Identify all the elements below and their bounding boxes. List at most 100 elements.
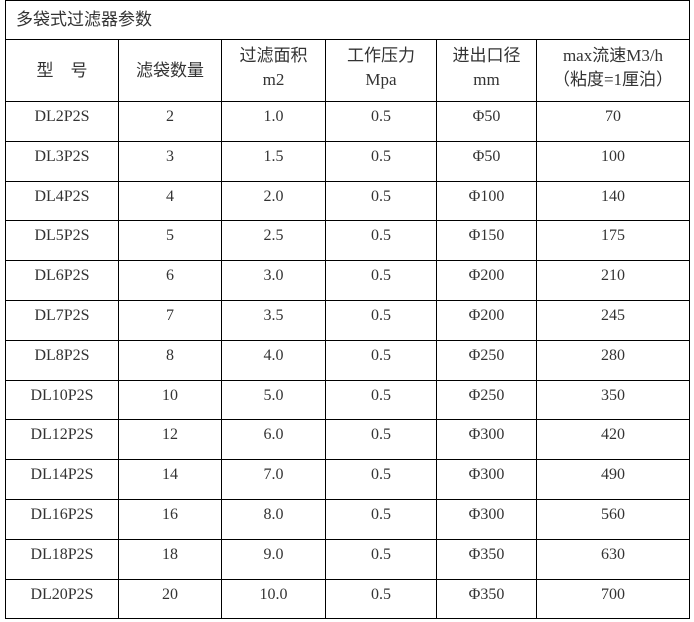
cell-filter-area: 2.0 — [221, 180, 326, 222]
header-label: 滤袋数量 — [136, 60, 204, 80]
cell-max-flow: 700 — [536, 578, 690, 620]
cell-model: DL14P2S — [5, 459, 119, 500]
cell-max-flow: 630 — [536, 538, 690, 580]
cell-model: DL6P2S — [5, 260, 119, 301]
header-working-pressure: 工作压力 Mpa — [325, 39, 437, 102]
table-row: DL7P2S 7 3.5 0.5 Φ200 245 — [5, 299, 690, 341]
cell-port-diameter: Φ150 — [436, 220, 537, 262]
header-port-diameter: 进出口径 mm — [436, 39, 537, 102]
cell-working-pressure: 0.5 — [325, 220, 437, 262]
cell-filter-area: 3.0 — [221, 260, 326, 301]
cell-port-diameter: Φ200 — [436, 260, 537, 301]
cell-filter-area: 2.5 — [221, 220, 326, 262]
cell-max-flow: 420 — [536, 419, 690, 461]
header-model: 型 号 — [5, 39, 119, 102]
cell-model: DL8P2S — [5, 339, 119, 381]
cell-bag-count: 2 — [118, 101, 222, 142]
cell-model: DL3P2S — [5, 140, 119, 182]
header-max-flow: max流速M3/h （粘度=1厘泊） — [536, 39, 690, 102]
table-row: DL16P2S 16 8.0 0.5 Φ300 560 — [5, 498, 690, 540]
cell-filter-area: 1.0 — [221, 101, 326, 142]
cell-working-pressure: 0.5 — [325, 578, 437, 620]
cell-port-diameter: Φ350 — [436, 538, 537, 580]
cell-model: DL10P2S — [5, 379, 119, 421]
header-label: 型 号 — [36, 60, 88, 80]
table-row: DL4P2S 4 2.0 0.5 Φ100 140 — [5, 180, 690, 222]
cell-working-pressure: 0.5 — [325, 260, 437, 301]
cell-max-flow: 100 — [536, 140, 690, 182]
table-row: DL18P2S 18 9.0 0.5 Φ350 630 — [5, 538, 690, 580]
cell-filter-area: 10.0 — [221, 578, 326, 620]
cell-port-diameter: Φ300 — [436, 459, 537, 500]
cell-bag-count: 5 — [118, 220, 222, 262]
header-label: max流速M3/h — [562, 46, 664, 65]
cell-max-flow: 350 — [536, 379, 690, 421]
cell-filter-area: 8.0 — [221, 498, 326, 540]
cell-working-pressure: 0.5 — [325, 180, 437, 222]
header-unit: m2 — [262, 70, 285, 89]
cell-model: DL7P2S — [5, 299, 119, 341]
cell-port-diameter: Φ200 — [436, 299, 537, 341]
header-label: 进出口径 — [452, 46, 521, 65]
table-row: DL12P2S 12 6.0 0.5 Φ300 420 — [5, 419, 690, 461]
table-row: DL6P2S 6 3.0 0.5 Φ200 210 — [5, 260, 690, 301]
filter-parameters-table: 多袋式过滤器参数 型 号 滤袋数量 过滤面积 m2 工作压力 Mpa 进出口径 mm max流速… — [5, 0, 690, 620]
cell-bag-count: 18 — [118, 538, 222, 580]
table-row: DL5P2S 5 2.5 0.5 Φ150 175 — [5, 220, 690, 262]
cell-port-diameter: Φ350 — [436, 578, 537, 620]
cell-max-flow: 245 — [536, 299, 690, 341]
cell-filter-area: 9.0 — [221, 538, 326, 580]
cell-working-pressure: 0.5 — [325, 498, 437, 540]
table-row: DL2P2S 2 1.0 0.5 Φ50 70 — [5, 101, 690, 142]
cell-model: DL5P2S — [5, 220, 119, 262]
cell-port-diameter: Φ250 — [436, 379, 537, 421]
cell-model: DL12P2S — [5, 419, 119, 461]
cell-port-diameter: Φ50 — [436, 140, 537, 182]
cell-max-flow: 140 — [536, 180, 690, 222]
cell-working-pressure: 0.5 — [325, 101, 437, 142]
header-unit: Mpa — [365, 70, 397, 89]
cell-filter-area: 5.0 — [221, 379, 326, 421]
table-row: DL10P2S 10 5.0 0.5 Φ250 350 — [5, 379, 690, 421]
cell-bag-count: 14 — [118, 459, 222, 500]
cell-bag-count: 8 — [118, 339, 222, 381]
cell-filter-area: 4.0 — [221, 339, 326, 381]
cell-max-flow: 280 — [536, 339, 690, 381]
table-row: DL3P2S 3 1.5 0.5 Φ50 100 — [5, 140, 690, 182]
table-row: DL14P2S 14 7.0 0.5 Φ300 490 — [5, 459, 690, 500]
cell-bag-count: 10 — [118, 379, 222, 421]
cell-max-flow: 70 — [536, 101, 690, 142]
table-row: DL20P2S 20 10.0 0.5 Φ350 700 — [5, 578, 690, 620]
cell-model: DL16P2S — [5, 498, 119, 540]
cell-max-flow: 490 — [536, 459, 690, 500]
header-label: 过滤面积 — [239, 46, 308, 65]
header-unit: mm — [473, 70, 500, 89]
cell-port-diameter: Φ300 — [436, 498, 537, 540]
cell-max-flow: 560 — [536, 498, 690, 540]
cell-working-pressure: 0.5 — [325, 419, 437, 461]
cell-max-flow: 210 — [536, 260, 690, 301]
cell-model: DL18P2S — [5, 538, 119, 580]
cell-bag-count: 20 — [118, 578, 222, 620]
cell-bag-count: 12 — [118, 419, 222, 461]
cell-model: DL2P2S — [5, 101, 119, 142]
table-title: 多袋式过滤器参数 — [5, 0, 690, 40]
cell-bag-count: 16 — [118, 498, 222, 540]
cell-filter-area: 1.5 — [221, 140, 326, 182]
title-row: 多袋式过滤器参数 — [5, 0, 690, 40]
header-filter-area: 过滤面积 m2 — [221, 39, 326, 102]
cell-port-diameter: Φ100 — [436, 180, 537, 222]
header-row: 型 号 滤袋数量 过滤面积 m2 工作压力 Mpa 进出口径 mm max流速M3/h （粘度=1… — [5, 39, 690, 102]
table-row: DL8P2S 8 4.0 0.5 Φ250 280 — [5, 339, 690, 381]
header-label: 工作压力 — [347, 46, 415, 65]
cell-working-pressure: 0.5 — [325, 459, 437, 500]
cell-working-pressure: 0.5 — [325, 299, 437, 341]
cell-model: DL20P2S — [5, 578, 119, 620]
cell-filter-area: 6.0 — [221, 419, 326, 461]
cell-max-flow: 175 — [536, 220, 690, 262]
cell-working-pressure: 0.5 — [325, 339, 437, 381]
cell-working-pressure: 0.5 — [325, 140, 437, 182]
cell-port-diameter: Φ250 — [436, 339, 537, 381]
cell-bag-count: 7 — [118, 299, 222, 341]
cell-bag-count: 4 — [118, 180, 222, 222]
